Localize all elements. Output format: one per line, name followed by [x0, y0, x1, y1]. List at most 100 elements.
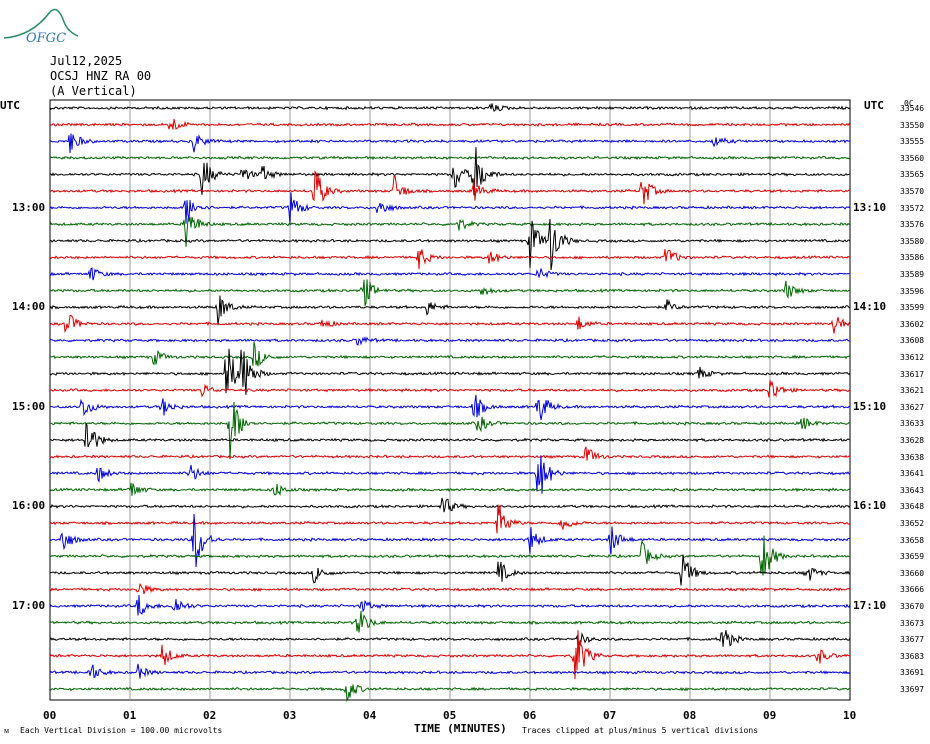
- seismic-trace: [49, 279, 851, 306]
- clip-note: Traces clipped at plus/minus 5 vertical …: [522, 726, 759, 735]
- trace-value: 33602: [900, 319, 925, 329]
- seismic-trace: [49, 118, 851, 130]
- seismic-trace: [49, 219, 851, 271]
- seismic-trace: [49, 663, 851, 679]
- x-tick-label: 04: [363, 709, 377, 722]
- trace-value: 33589: [900, 270, 925, 279]
- left-hour-label: 17:00: [12, 599, 46, 612]
- trace-value: 33683: [900, 651, 925, 661]
- seismic-trace: [49, 394, 851, 421]
- trace-value: 33572: [900, 203, 925, 213]
- trace-value: 33641: [900, 469, 925, 479]
- x-tick-label: 01: [123, 709, 137, 722]
- x-tick-label: 06: [523, 709, 537, 722]
- seismic-trace: [49, 103, 851, 112]
- seismic-trace: [49, 192, 851, 226]
- trace-value: 33627: [900, 402, 925, 412]
- trace-value: 33697: [900, 685, 925, 694]
- x-axis-label: TIME (MINUTES): [414, 722, 507, 735]
- seismic-trace: [49, 295, 851, 326]
- seismic-trace: [49, 504, 851, 534]
- seismic-trace: [49, 594, 851, 616]
- trace-value: 33628: [900, 436, 925, 445]
- seismic-trace: [49, 497, 851, 513]
- left-hour-label: 16:00: [12, 499, 46, 513]
- seismic-trace: [49, 482, 851, 497]
- trace-value: 33555: [900, 137, 925, 147]
- seismic-trace: [49, 380, 851, 398]
- seismic-trace: [49, 630, 850, 680]
- trace-value: 33638: [900, 452, 925, 462]
- x-tick-label: 07: [603, 709, 617, 722]
- x-tick-label: 09: [763, 709, 777, 722]
- left-hour-label: 13:00: [12, 200, 46, 214]
- trace-value: 33565: [900, 170, 925, 180]
- trace-value: 33652: [900, 519, 925, 528]
- trace-value: 33570: [900, 187, 925, 196]
- footer-corner-mark: ᴍ: [4, 726, 10, 735]
- trace-value: 33596: [900, 286, 925, 296]
- trace-value: 33673: [900, 618, 925, 628]
- trace-value: 33691: [900, 668, 925, 678]
- left-hour-label: 15:00: [12, 399, 46, 413]
- left-utc-label: UTC: [0, 99, 20, 112]
- trace-value: 33612: [900, 353, 925, 362]
- right-hour-label: 15:10: [853, 399, 887, 413]
- trace-value: 33648: [900, 502, 925, 512]
- seismic-trace: [49, 554, 851, 586]
- trace-value: 33643: [900, 485, 925, 495]
- trace-value: 33560: [900, 153, 925, 163]
- seismic-trace: [49, 249, 851, 270]
- left-hour-label: 14:00: [12, 300, 46, 314]
- trace-value: 33576: [900, 220, 925, 230]
- top-right-code: 0C: [904, 99, 914, 108]
- seismic-trace: [49, 348, 851, 395]
- seismic-trace: [49, 267, 851, 281]
- trace-value: 33617: [900, 369, 925, 379]
- station-label: OCSJ HNZ RA 00: [50, 69, 152, 83]
- trace-value: 33608: [900, 336, 925, 346]
- seismic-trace: [49, 455, 851, 494]
- seismic-trace: [49, 401, 851, 460]
- seismic-trace: [49, 535, 851, 576]
- seismic-trace: [49, 170, 851, 205]
- seismic-trace: [49, 335, 851, 346]
- x-tick-label: 02: [203, 709, 217, 722]
- seismic-trace: [49, 582, 851, 595]
- seismic-trace: [49, 421, 851, 448]
- seismic-trace: [49, 513, 851, 568]
- trace-value: 33599: [900, 303, 925, 313]
- date-label: Jul12,2025: [50, 54, 123, 68]
- seismic-trace: [49, 684, 850, 703]
- x-tick-label: 08: [683, 709, 697, 722]
- trace-value: 33621: [900, 386, 925, 396]
- seismic-trace: [49, 341, 851, 367]
- x-tick-label: 03: [283, 709, 297, 722]
- right-hour-label: 14:10: [853, 300, 887, 314]
- scale-note: Each Vertical Division = 100.00 microvol…: [20, 726, 223, 735]
- seismic-trace: [49, 630, 851, 647]
- x-tick-label: 05: [443, 709, 457, 722]
- seismic-trace: [49, 147, 851, 196]
- trace-value: 33633: [900, 419, 925, 429]
- seismic-trace: [49, 216, 851, 247]
- seismic-trace: [49, 314, 851, 334]
- right-utc-label: UTC: [864, 99, 884, 112]
- trace-value: 33658: [900, 535, 925, 545]
- x-tick-label: 10: [843, 709, 857, 722]
- seismic-trace: [49, 155, 851, 161]
- seismic-trace: [49, 446, 851, 461]
- right-hour-label: 17:10: [853, 599, 887, 612]
- logo-text: OFGC: [26, 31, 66, 46]
- seismic-trace: [49, 133, 851, 154]
- x-tick-label: 00: [43, 709, 57, 722]
- trace-value: 33546: [900, 104, 925, 113]
- ofgc-logo: OFGC: [3, 8, 79, 46]
- trace-value: 33670: [900, 602, 925, 611]
- trace-value: 33677: [900, 635, 925, 645]
- trace-value: 33660: [900, 568, 925, 578]
- right-hour-label: 16:10: [853, 499, 887, 513]
- seismic-trace: [49, 610, 851, 633]
- trace-value: 33666: [900, 585, 925, 595]
